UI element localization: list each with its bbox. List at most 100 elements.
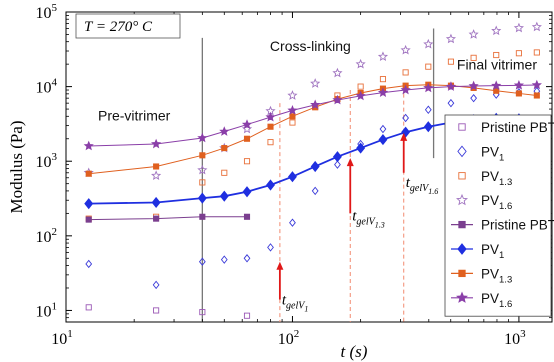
region-label: Pre-vitrimer — [98, 108, 171, 124]
data-point — [402, 113, 409, 123]
data-point — [334, 160, 341, 169]
legend-item: PV1.6 — [456, 193, 512, 212]
data-point — [447, 58, 454, 65]
data-point — [531, 21, 542, 32]
y-tick-label: 101 — [36, 300, 58, 320]
x-tick-exp: 3 — [520, 328, 526, 340]
temperature-box: T = 270° C — [75, 13, 181, 39]
x-tick-label: 102 — [278, 328, 300, 348]
data-point — [152, 280, 160, 290]
gel-point-arrowhead — [346, 158, 354, 167]
y-tick-exp: 4 — [52, 77, 58, 89]
data-point — [491, 80, 502, 90]
legend-item: PV1.6 — [451, 291, 512, 310]
legend-box — [444, 114, 552, 317]
data-point — [400, 44, 411, 55]
legend-label: PV1 — [481, 144, 504, 163]
x-tick-base: 10 — [504, 331, 520, 348]
data-point — [243, 135, 251, 142]
data-point — [379, 76, 387, 83]
y-tick-label: 102 — [36, 226, 58, 246]
legend-item: Pristine PBT — [451, 218, 554, 233]
data-point — [377, 87, 389, 97]
gel-point-label: tgelV1.3 — [352, 209, 385, 230]
data-point — [241, 123, 253, 134]
legend-item: PV1.3 — [458, 169, 512, 188]
data-point — [379, 124, 387, 134]
legend-marker — [458, 123, 466, 131]
y-tick-base: 10 — [36, 303, 52, 320]
y-tick-base: 10 — [36, 5, 52, 22]
data-point — [493, 87, 500, 94]
data-point — [242, 186, 252, 198]
legend-label: Pristine PBT — [481, 120, 554, 135]
data-point — [533, 92, 540, 99]
data-point — [266, 179, 275, 191]
data-point — [355, 90, 366, 101]
data-point — [310, 78, 321, 88]
data-point — [491, 25, 502, 36]
data-point — [377, 51, 389, 61]
data-point — [243, 158, 251, 165]
legend-marker — [457, 145, 467, 158]
series-4 — [85, 213, 251, 223]
data-point — [513, 22, 524, 33]
y-tick-label: 103 — [36, 151, 58, 171]
legend-marker — [458, 269, 466, 278]
data-point — [332, 67, 343, 78]
legend-item: PV1 — [457, 144, 504, 163]
data-point — [332, 151, 342, 163]
gel-point-label: tgelV1 — [282, 293, 309, 314]
data-point — [219, 190, 229, 202]
data-point — [289, 218, 296, 227]
data-point — [287, 90, 298, 100]
y-tick-base: 10 — [36, 80, 52, 97]
data-point — [423, 82, 434, 93]
data-point — [289, 113, 296, 120]
data-point — [85, 259, 93, 269]
data-point — [153, 307, 160, 314]
data-point — [289, 119, 296, 126]
region-label: Final vitrimer — [457, 56, 537, 72]
data-point — [199, 152, 206, 159]
data-point — [265, 111, 276, 122]
data-point — [151, 196, 161, 209]
data-point — [267, 123, 274, 130]
data-point — [197, 164, 208, 175]
gel-point-label: tgelV1.6 — [406, 175, 439, 196]
region-label: Cross-linking — [270, 38, 351, 54]
data-point — [311, 186, 319, 196]
data-point — [151, 138, 162, 149]
data-point — [445, 33, 457, 44]
data-point — [199, 309, 206, 316]
data-point — [198, 257, 206, 266]
data-point — [221, 169, 228, 176]
data-point — [287, 171, 297, 183]
gel-point-arrowhead — [276, 261, 284, 270]
data-point — [355, 58, 366, 69]
data-point — [153, 163, 160, 170]
data-point — [513, 80, 524, 90]
legend-label: PV1 — [481, 242, 504, 261]
data-point — [402, 69, 409, 76]
data-point — [468, 80, 479, 91]
data-point — [151, 170, 162, 181]
legend-marker — [457, 243, 467, 255]
data-point — [357, 83, 364, 90]
data-point — [470, 93, 478, 103]
y-tick-exp: 3 — [52, 151, 58, 163]
legend-marker — [458, 220, 466, 229]
data-point — [515, 50, 522, 57]
data-point — [356, 142, 366, 154]
data-point — [424, 105, 432, 114]
data-point — [241, 119, 253, 129]
data-point — [287, 105, 298, 115]
y-tick-base: 10 — [36, 229, 52, 246]
data-point — [153, 215, 160, 222]
y-tick-exp: 2 — [52, 226, 58, 238]
legend: Pristine PBT PV1 PV1.3 PV1.6 Pristine PBT PV1… — [444, 114, 554, 317]
x-tick-exp: 1 — [67, 328, 73, 340]
legend-item: PV1 — [451, 242, 504, 261]
legend-item: Pristine PBT — [458, 120, 554, 135]
